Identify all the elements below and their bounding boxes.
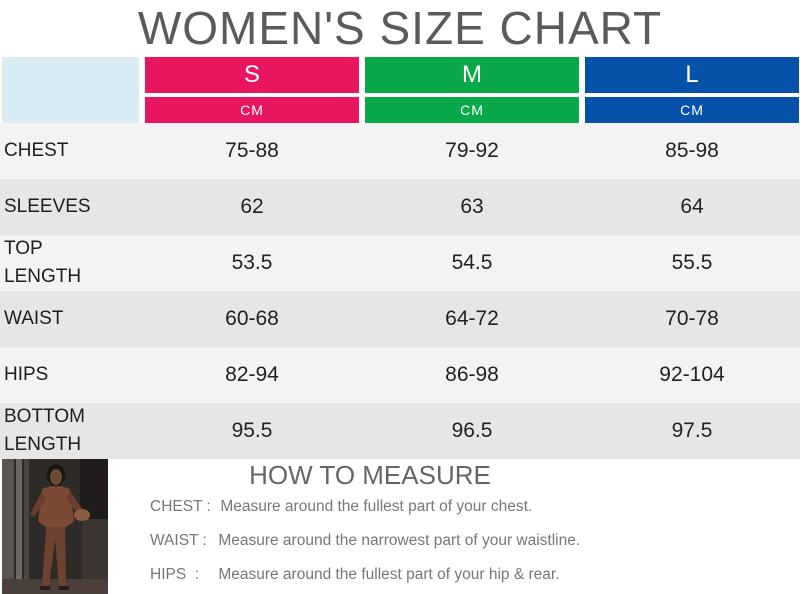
measure-text: Measure around the narrowest part of you… [218, 532, 581, 549]
cell-m: 64-72 [445, 307, 499, 330]
cell-s: 60-68 [225, 307, 279, 330]
measure-key: WAIST : [150, 532, 207, 549]
cell-s: 62 [240, 195, 264, 218]
size-header-s: S [145, 57, 359, 93]
cell-l: 85-98 [665, 139, 719, 162]
measure-text: Measure around the fullest part of your … [218, 566, 560, 583]
row-label: TOP LENGTH [4, 238, 82, 287]
measure-chest: CHEST : Measure around the fullest part … [150, 495, 532, 519]
measure-text: Measure around the fullest part of your … [220, 498, 533, 515]
table-row-bottom-length: BOTTOM LENGTH 95.5 96.5 97.5 [0, 403, 800, 459]
size-header-m: M [365, 57, 579, 93]
measure-key: HIPS : [150, 566, 200, 583]
table-row-hips: HIPS 82-94 86-98 92-104 [0, 347, 800, 403]
row-label: SLEEVES [4, 196, 91, 217]
unit-header-m: CM [365, 97, 579, 123]
size-header-l: L [585, 57, 799, 93]
measure-key: CHEST : [150, 498, 211, 515]
measure-hips: HIPS : Measure around the fullest part o… [150, 563, 560, 587]
row-label: WAIST [4, 308, 64, 329]
row-label: HIPS [4, 364, 49, 385]
cell-s: 53.5 [231, 251, 273, 274]
cell-l: 55.5 [671, 251, 713, 274]
table-row-chest: CHEST 75-88 79-92 85-98 [0, 123, 800, 179]
table-row-waist: WAIST 60-68 64-72 70-78 [0, 291, 800, 347]
cell-s: 95.5 [231, 419, 273, 442]
cell-s: 75-88 [225, 139, 279, 162]
row-label: BOTTOM LENGTH [4, 406, 85, 455]
how-to-measure-title: HOW TO MEASURE [249, 460, 491, 490]
cell-s: 82-94 [225, 363, 279, 386]
cell-m: 86-98 [445, 363, 499, 386]
model-photo [2, 459, 108, 594]
cell-m: 54.5 [451, 251, 493, 274]
page-title: WOMEN'S SIZE CHART [137, 2, 663, 54]
unit-header-l: CM [585, 97, 799, 123]
cell-m: 63 [460, 195, 484, 218]
cell-l: 70-78 [665, 307, 719, 330]
table-row-sleeves: SLEEVES 62 63 64 [0, 179, 800, 235]
row-label: CHEST [4, 140, 69, 161]
unit-header-s: CM [145, 97, 359, 123]
cell-l: 92-104 [659, 363, 725, 386]
cell-m: 96.5 [451, 419, 493, 442]
cell-m: 79-92 [445, 139, 499, 162]
cell-l: 97.5 [671, 419, 713, 442]
measure-waist: WAIST : Measure around the narrowest par… [150, 529, 580, 553]
cell-l: 64 [680, 195, 704, 218]
table-row-top-length: TOP LENGTH 53.5 54.5 55.5 [0, 235, 800, 291]
header-corner [2, 57, 139, 123]
